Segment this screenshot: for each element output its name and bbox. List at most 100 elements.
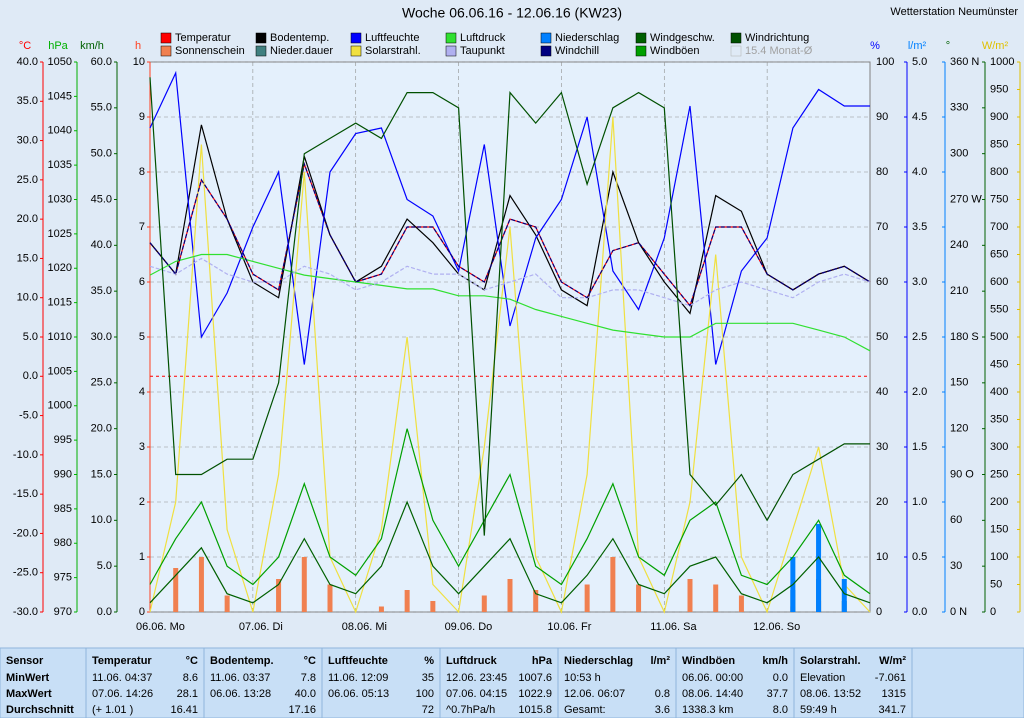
y-tick-label: 20.0: [17, 213, 38, 225]
legend-swatch: [445, 45, 457, 57]
y-tick-label: 1000: [990, 56, 1014, 68]
cell-text: (+ 1.01 ): [92, 704, 133, 716]
axis-unit: W/m²: [982, 40, 1009, 52]
y-tick-label: 8: [139, 166, 145, 178]
cell-value: 35: [422, 672, 434, 684]
y-tick-label: 20: [876, 496, 888, 508]
y-tick-label: -10.0: [13, 449, 38, 461]
row-label: MaxWert: [6, 688, 52, 700]
y-tick-label: 1020: [48, 262, 72, 274]
legend-label: Bodentemp.: [270, 32, 329, 44]
y-tick-label: 985: [54, 503, 72, 515]
series-line: [149, 116, 871, 614]
y-tick-label: 5.0: [912, 56, 927, 68]
cell-value: 8.0: [773, 704, 788, 716]
cell-text: 08.06. 14:40: [682, 688, 743, 700]
cell-text: 11.06. 03:37: [210, 672, 270, 684]
y-tick-label: 30: [876, 441, 888, 453]
y-tick-label: 980: [54, 537, 72, 549]
x-tick-label: 07.06. Di: [239, 621, 283, 633]
bar: [533, 590, 539, 612]
bar: [404, 590, 410, 612]
y-tick-label: 0 N: [950, 606, 967, 618]
y-tick-label: 100: [876, 56, 894, 68]
bar: [687, 579, 693, 612]
bar: [636, 584, 642, 612]
x-tick-label: 11.06. Sa: [650, 621, 697, 633]
y-tick-label: 975: [54, 572, 72, 584]
y-tick-label: -20.0: [13, 527, 38, 539]
legend-label: Windböen: [650, 45, 700, 57]
y-tick-label: 0.5: [912, 551, 927, 563]
y-tick-label: 7: [139, 221, 145, 233]
cell-text: 11.06. 04:37: [92, 672, 152, 684]
y-tick-label: 60: [950, 514, 962, 526]
y-tick-label: 990: [54, 468, 72, 480]
legend-swatch: [445, 32, 457, 44]
y-tick-label: 40: [876, 386, 888, 398]
station-name: Wetterstation Neumünster: [890, 6, 1018, 18]
cell-value: 3.6: [655, 704, 670, 716]
y-tick-label: 970: [54, 606, 72, 618]
y-tick-label: 4.5: [912, 111, 927, 123]
bar: [584, 584, 590, 612]
y-tick-label: 55.0: [91, 102, 112, 114]
y-tick-label: 210: [950, 285, 968, 297]
legend-swatch: [160, 45, 172, 57]
cell-value: 0.8: [655, 688, 670, 700]
legend-label: Temperatur: [175, 32, 231, 44]
y-tick-label: 750: [990, 193, 1008, 205]
cell-value: 72: [422, 704, 434, 716]
y-tick-label: 10: [133, 56, 145, 68]
legend-swatch: [255, 45, 267, 57]
bar: [430, 601, 436, 612]
legend-swatch: [635, 45, 647, 57]
bar: [738, 595, 744, 612]
bar: [276, 579, 282, 612]
column-header: Windböen: [682, 655, 735, 667]
column-unit: km/h: [762, 655, 788, 667]
legend-swatch: [635, 32, 647, 44]
legend-swatch: [730, 45, 742, 57]
cell-text: 07.06. 04:15: [446, 688, 507, 700]
y-tick-label: 0: [876, 606, 882, 618]
column-unit: W/m²: [879, 655, 906, 667]
y-tick-label: 60: [876, 276, 888, 288]
y-tick-label: 1045: [48, 90, 72, 102]
y-tick-label: 1040: [48, 125, 72, 137]
legend-label: 15.4 Monat-Ø: [745, 45, 813, 57]
x-tick-label: 08.06. Mi: [342, 621, 387, 633]
legend-swatch: [350, 32, 362, 44]
axis-unit: l/m²: [908, 40, 927, 52]
column-header: Niederschlag: [564, 655, 633, 667]
legend-swatch: [160, 32, 172, 44]
bar: [224, 595, 230, 612]
y-tick-label: 180 S: [950, 331, 979, 343]
legend-swatch: [350, 45, 362, 57]
bar: [378, 606, 384, 612]
column-header: Luftdruck: [446, 655, 498, 667]
legend-label: Nieder.dauer: [270, 45, 333, 57]
cell-text: ^0.7hPa/h: [446, 704, 495, 716]
y-tick-label: -30.0: [13, 606, 38, 618]
y-tick-label: 1.5: [912, 441, 927, 453]
axis-unit: km/h: [80, 40, 104, 52]
column-unit: l/m²: [650, 655, 670, 667]
y-tick-label: 20.0: [91, 423, 112, 435]
cell-text: 06.06. 13:28: [210, 688, 271, 700]
y-tick-label: 1015: [48, 297, 72, 309]
cell-value: 1015.8: [518, 704, 552, 716]
bar: [327, 584, 333, 612]
x-tick-label: 10.06. Fr: [547, 621, 591, 633]
column-unit: %: [424, 655, 434, 667]
cell-text: 07.06. 14:26: [92, 688, 153, 700]
y-tick-label: 850: [990, 138, 1008, 150]
legend-swatch: [730, 32, 742, 44]
y-tick-label: 150: [990, 523, 1008, 535]
cell-value: 17.16: [288, 704, 316, 716]
bar: [610, 557, 616, 612]
cell-value: 37.7: [767, 688, 788, 700]
bar: [713, 584, 719, 612]
y-tick-label: 90 O: [950, 468, 974, 480]
